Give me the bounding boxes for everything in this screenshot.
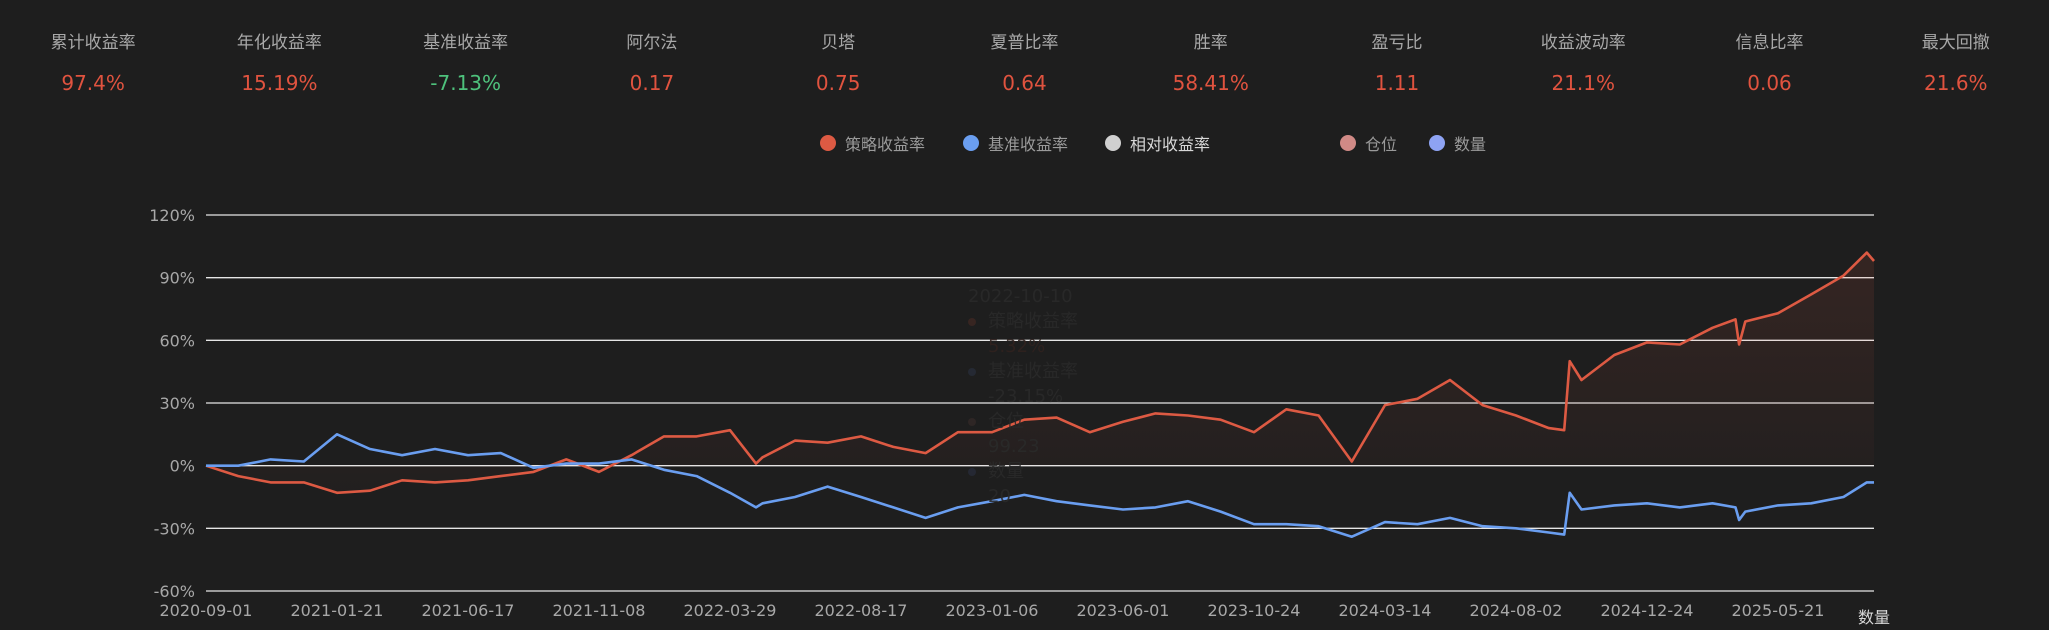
- y-tick-label: -60%: [154, 582, 195, 601]
- stat-label: 收益波动率: [1540, 33, 1626, 53]
- legend-item-strategy-return[interactable]: 策略收益率: [820, 131, 925, 155]
- stat-label: 基准收益率: [423, 33, 509, 53]
- series-line-strategy: [205, 251, 1875, 495]
- stat-label: 累计收益率: [50, 33, 136, 53]
- x-tick-label: 2024-08-02: [1470, 601, 1563, 620]
- legend-label: 仓位: [1365, 135, 1398, 154]
- x-tick-label: 2024-03-14: [1339, 601, 1432, 620]
- legend-dot-icon: [1429, 135, 1445, 151]
- stat-8: 收益波动率 21.1%: [1490, 0, 1676, 110]
- x-tick-label: 2021-11-08: [553, 601, 646, 620]
- legend-item-relative-return[interactable]: 相对收益率: [1105, 131, 1210, 155]
- stat-value: 0.64: [1002, 71, 1047, 95]
- legend-label: 基准收益率: [988, 135, 1069, 154]
- y-tick-label: 90%: [159, 269, 195, 288]
- stat-6: 胜率 58.41%: [1118, 0, 1304, 110]
- stat-10: 最大回撤 21.6%: [1863, 0, 2049, 110]
- y-tick-label: 60%: [159, 331, 195, 350]
- y-tick-label: 120%: [149, 206, 195, 225]
- stat-value: 15.19%: [241, 71, 318, 95]
- stat-label: 信息比率: [1735, 33, 1804, 53]
- stat-label: 盈亏比: [1371, 33, 1423, 53]
- x-tick-label: 2024-12-24: [1601, 601, 1694, 620]
- stat-label: 胜率: [1193, 33, 1228, 53]
- x-tick-label: 2023-06-01: [1077, 601, 1170, 620]
- stat-value: 0.17: [629, 71, 675, 95]
- stat-label: 最大回撤: [1921, 33, 1990, 53]
- x-tick-label: 2021-06-17: [422, 601, 515, 620]
- stat-0: 累计收益率 97.4%: [0, 0, 186, 110]
- stat-value: 1.11: [1374, 71, 1420, 95]
- legend-dot-icon: [820, 135, 836, 151]
- y-tick-label: -30%: [154, 519, 195, 538]
- stat-label: 年化收益率: [236, 33, 322, 53]
- stat-label: 贝塔: [821, 33, 856, 53]
- stat-value: 21.6%: [1924, 71, 1988, 95]
- legend-item-position[interactable]: 仓位: [1340, 131, 1397, 155]
- x-tick-label: 2025-05-21: [1732, 601, 1825, 620]
- series-area-0: [206, 252, 1874, 493]
- stat-value: 58.41%: [1172, 71, 1249, 95]
- x-axis-name: 数量: [1858, 608, 1890, 627]
- stat-4: 贝塔 0.75: [745, 0, 931, 110]
- legend-dot-icon: [1340, 135, 1356, 151]
- legend-dot-icon: [963, 135, 979, 151]
- legend-label: 策略收益率: [845, 135, 926, 154]
- stat-label: 阿尔法: [626, 33, 678, 53]
- legend-dot-icon: [1105, 135, 1121, 151]
- x-tick-label: 2021-01-21: [291, 601, 384, 620]
- stat-7: 盈亏比 1.11: [1304, 0, 1490, 110]
- x-tick-label: 2023-10-24: [1208, 601, 1301, 620]
- stat-9: 信息比率 0.06: [1676, 0, 1862, 110]
- stat-value: 21.1%: [1551, 71, 1616, 95]
- stat-value: -7.13%: [430, 71, 502, 95]
- stat-value: 0.75: [815, 71, 861, 95]
- stat-1: 年化收益率 15.19%: [186, 0, 372, 110]
- stats-bar: 累计收益率 97.4% 年化收益率 15.19% 基准收益率 -7.13% 阿尔法 0.17 贝…: [0, 0, 2049, 110]
- x-tick-label: 2020-09-01: [160, 601, 253, 620]
- stat-3: 阿尔法 0.17: [559, 0, 745, 110]
- x-tick-label: 2023-01-06: [946, 601, 1039, 620]
- legend-item-quantity[interactable]: 数量: [1429, 131, 1486, 155]
- legend-label: 数量: [1454, 135, 1487, 154]
- legend-label: 相对收益率: [1130, 135, 1211, 154]
- chart-legend: 策略收益率 基准收益率 相对收益率 仓位 数量: [0, 131, 2049, 155]
- stat-value: 97.4%: [61, 71, 125, 95]
- x-tick-label: 2022-03-29: [684, 601, 777, 620]
- y-tick-label: 30%: [159, 394, 195, 413]
- stat-2: 基准收益率 -7.13%: [373, 0, 559, 110]
- y-tick-label: 0%: [170, 457, 195, 476]
- stat-5: 夏普比率 0.64: [931, 0, 1117, 110]
- stat-value: 0.06: [1747, 71, 1792, 95]
- x-tick-label: 2022-08-17: [815, 601, 908, 620]
- stat-label: 夏普比率: [990, 33, 1059, 53]
- series-line-benchmark: [206, 433, 1874, 538]
- legend-item-benchmark-return[interactable]: 基准收益率: [963, 131, 1068, 155]
